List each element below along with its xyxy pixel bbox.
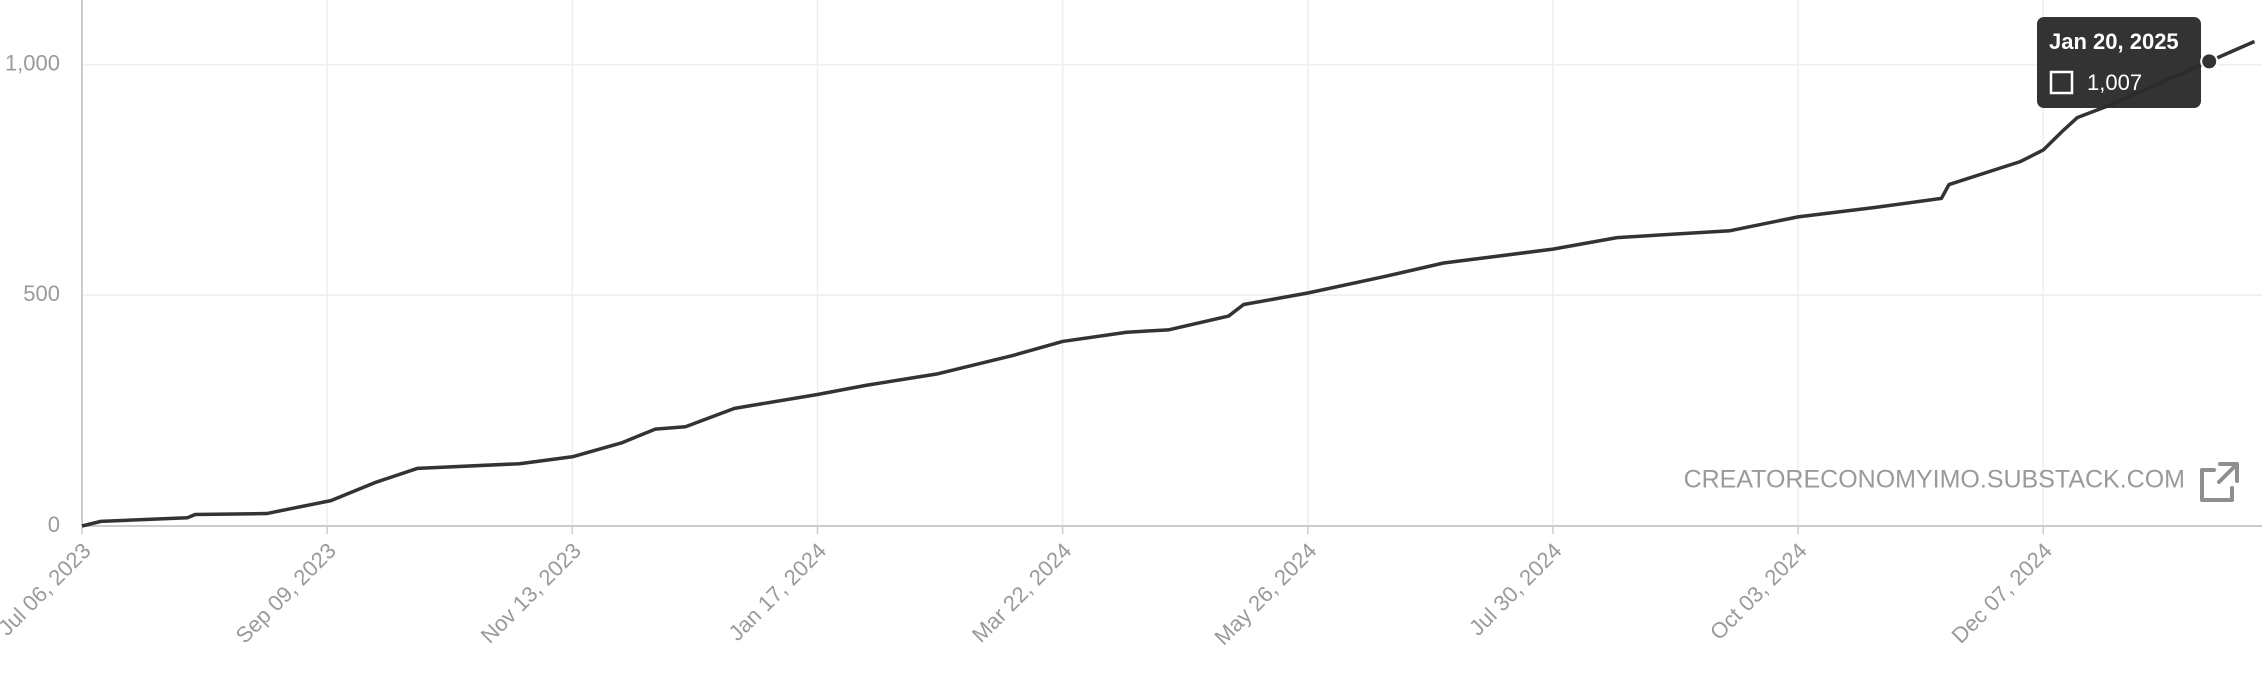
axes: 0 500 1,000 Jul 06, 2023 Sep 09, 2023 Nov 13,…: [0, 0, 2262, 650]
y-tick-label: 0: [48, 512, 60, 537]
x-tick-label: Dec 07, 2024: [1947, 538, 2057, 648]
y-tick-label: 500: [23, 281, 60, 306]
tooltip-point: [2200, 52, 2219, 71]
x-tick-label: Nov 13, 2023: [476, 538, 586, 648]
external-link-icon[interactable]: [2200, 462, 2239, 502]
x-tick-label: Jul 30, 2024: [1464, 538, 1566, 640]
tooltip-box: [2037, 17, 2201, 108]
grid: [81, 0, 2262, 527]
tooltip-swatch: [2049, 70, 2074, 95]
x-tick-label: Oct 03, 2024: [1705, 538, 1812, 645]
tooltip-date: Jan 20, 2025: [2049, 29, 2179, 54]
x-tick-label: Sep 09, 2023: [231, 538, 341, 648]
x-tick-label: Jan 17, 2024: [723, 538, 831, 646]
x-tick-label: Mar 22, 2024: [967, 538, 1076, 647]
tooltip: Jan 20, 2025 1,007: [2037, 17, 2219, 108]
x-tick-label: May 26, 2024: [1209, 538, 1321, 650]
x-tick-label: Jul 06, 2023: [0, 538, 96, 640]
watermark: CREATORECONOMYIMO.SUBSTACK.COM: [1684, 466, 2185, 494]
tooltip-value: 1,007: [2087, 70, 2142, 95]
series-line: [81, 39, 2256, 528]
y-tick-label: 1,000: [5, 50, 60, 75]
